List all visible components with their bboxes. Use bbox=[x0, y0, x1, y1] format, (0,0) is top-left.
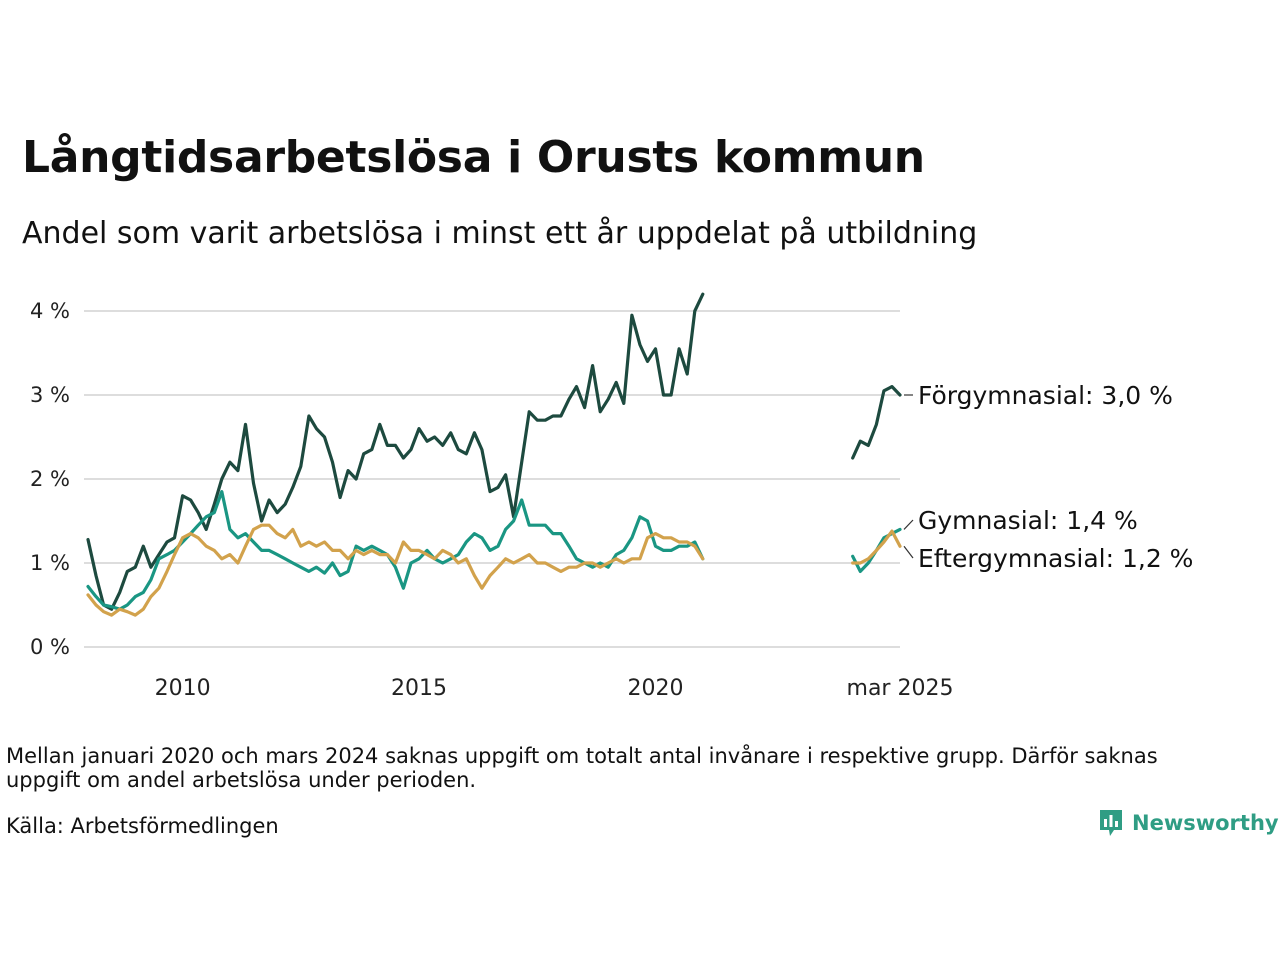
y-tick-label-2: 2 % bbox=[30, 467, 70, 491]
y-tick-label-4: 4 % bbox=[30, 299, 70, 323]
series-lines bbox=[86, 292, 902, 617]
brand-name: Newsworthy bbox=[1132, 811, 1279, 835]
chart-bars-icon bbox=[1100, 810, 1122, 836]
newsworthy-logo: Newsworthy bbox=[1098, 808, 1279, 838]
end-label-connector-gymnasial bbox=[903, 519, 914, 530]
end-label-eftergymnasial: Eftergymnasial: 1,2 % bbox=[918, 544, 1193, 573]
x-tick-label-2: 2020 bbox=[628, 676, 684, 701]
gridlines bbox=[84, 310, 900, 648]
footnote: Mellan januari 2020 och mars 2024 saknas… bbox=[6, 744, 1158, 792]
line-chart: 0 % 1 % 2 % 3 % 4 % 2010 2015 2020 mar 2025 För… bbox=[30, 292, 1193, 701]
source-note: Källa: Arbetsförmedlingen bbox=[6, 814, 279, 838]
x-axis-ticks: 2010 2015 2020 mar 2025 bbox=[155, 676, 954, 701]
series-line-eftergymnasial-2 bbox=[851, 529, 902, 565]
x-tick-label-3: mar 2025 bbox=[847, 676, 954, 701]
end-label-förgymnasial: Förgymnasial: 3,0 % bbox=[918, 381, 1173, 410]
y-tick-label-1: 1 % bbox=[30, 551, 70, 575]
chart-subtitle: Andel som varit arbetslösa i minst ett å… bbox=[22, 216, 978, 251]
series-line-eftergymnasial-1 bbox=[86, 523, 705, 617]
chart-title: Långtidsarbetslösa i Orusts kommun bbox=[22, 132, 925, 183]
end-labels: Förgymnasial: 3,0 % Gymnasial: 1,4 % Efter… bbox=[903, 381, 1193, 573]
y-tick-label-3: 3 % bbox=[30, 383, 70, 407]
series-line-förgymnasial-2 bbox=[851, 385, 902, 460]
series-line-förgymnasial-1 bbox=[86, 292, 705, 611]
end-label-gymnasial: Gymnasial: 1,4 % bbox=[918, 506, 1138, 535]
x-tick-label-0: 2010 bbox=[155, 676, 211, 701]
y-tick-label-0: 0 % bbox=[30, 635, 70, 659]
x-tick-label-1: 2015 bbox=[391, 676, 447, 701]
end-label-connector-eftergymnasial bbox=[903, 545, 914, 559]
y-axis-ticks: 0 % 1 % 2 % 3 % 4 % bbox=[30, 299, 70, 659]
